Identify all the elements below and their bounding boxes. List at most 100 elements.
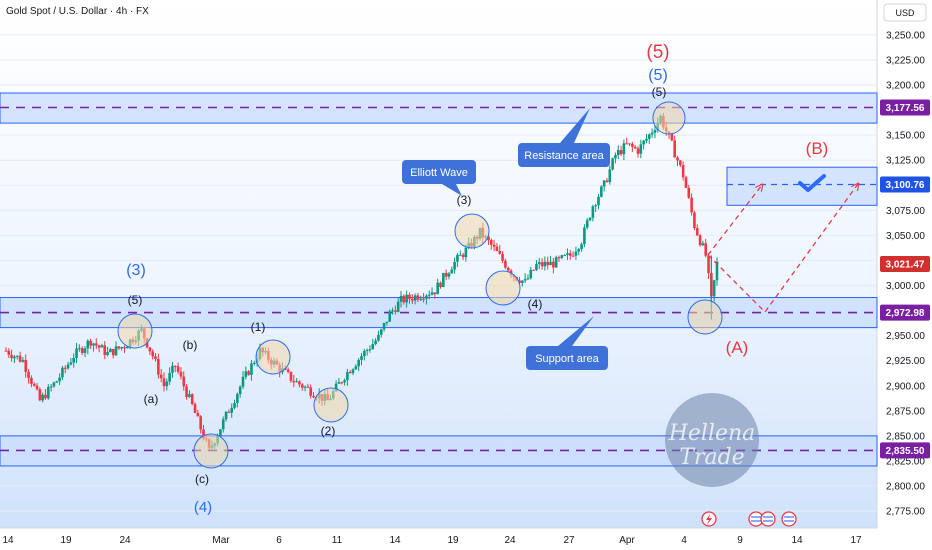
candle [86, 339, 90, 355]
candle [410, 294, 414, 304]
candle [199, 415, 202, 434]
time-scale-background [0, 528, 877, 550]
candle [168, 367, 171, 385]
candle [171, 361, 174, 378]
candle [458, 250, 462, 256]
candle [498, 245, 502, 255]
candle [628, 143, 631, 146]
candle [597, 194, 600, 210]
candle [647, 133, 651, 144]
marker-wave-5-top [652, 101, 686, 135]
candle [360, 352, 363, 366]
candle [38, 387, 42, 402]
candle [391, 307, 394, 315]
time-tick-label: 19 [447, 535, 459, 546]
price-tag-label: 2,835.50 [886, 446, 925, 457]
candle [72, 353, 76, 368]
candle [450, 266, 454, 274]
candle [427, 290, 431, 300]
candle [15, 355, 19, 360]
time-tick-label: 14 [389, 535, 401, 546]
wave-b-label: (b) [183, 338, 198, 352]
candle [179, 367, 183, 380]
price-tick-label: 3,075.00 [886, 206, 925, 217]
wave-a-label: (a) [144, 392, 159, 406]
wave-2-label: (2) [321, 424, 336, 438]
wave-B-label: (B) [806, 139, 829, 158]
candle [49, 383, 53, 392]
candle [549, 255, 552, 266]
candle [636, 146, 640, 158]
candle [286, 367, 290, 374]
candle [219, 429, 222, 437]
candle [676, 155, 679, 167]
time-tick-label: 9 [737, 535, 743, 546]
candle [715, 257, 719, 286]
us-flag-event-icon-2[interactable] [760, 511, 776, 527]
candle [44, 389, 47, 400]
currency-button[interactable] [883, 3, 927, 22]
candle [679, 159, 682, 168]
marker-left-5 [117, 313, 153, 349]
price-tick-label: 2,800.00 [886, 482, 925, 493]
price-tags: 3,177.56 3,100.76 3,021.47 2,972.98 2,835.50 [880, 99, 930, 459]
us-flag-event-icon-3[interactable] [781, 511, 797, 527]
candle [554, 255, 558, 268]
price-tag-label: 3,177.56 [886, 103, 925, 114]
candle [80, 346, 84, 356]
candle [18, 351, 22, 363]
candle [224, 411, 228, 422]
candle [540, 258, 544, 270]
candle [252, 360, 256, 366]
candle [633, 145, 637, 150]
candle [100, 343, 104, 348]
candle [227, 409, 231, 413]
candle [535, 260, 538, 272]
candle [190, 393, 194, 406]
candle [447, 271, 451, 280]
wave-1-label: (1) [251, 320, 266, 334]
resistance-callout: Resistance area [518, 108, 610, 167]
candle [577, 247, 581, 256]
candle [580, 242, 583, 252]
price-tick-label: 2,825.00 [886, 456, 925, 467]
candle [52, 381, 56, 388]
candle [159, 369, 163, 383]
candle [346, 368, 349, 386]
candle [492, 239, 496, 252]
candle [684, 175, 688, 189]
marker-wave-3 [454, 213, 490, 249]
candle [292, 374, 296, 388]
support-label: Support area [535, 353, 599, 365]
candle [157, 353, 160, 379]
candle [673, 135, 676, 158]
candle [504, 258, 507, 270]
candle [58, 373, 61, 386]
projection-path [707, 184, 858, 313]
candle [7, 348, 11, 358]
candle [537, 257, 541, 270]
candle [690, 193, 693, 216]
candle [639, 139, 643, 159]
candle [552, 257, 555, 274]
candle [642, 139, 645, 150]
candle [405, 290, 408, 308]
candle [312, 392, 315, 399]
candle [653, 125, 657, 139]
candle [154, 353, 157, 362]
candle [348, 369, 352, 374]
candle [439, 281, 442, 289]
candle [425, 294, 428, 305]
time-axis[interactable]: 14 19 24 Mar 6 11 14 19 24 27 Apr 4 9 14 17 [2, 535, 862, 546]
candle [30, 375, 33, 388]
wave-A-label: (A) [726, 338, 749, 357]
price-tick-label: 3,200.00 [886, 81, 925, 92]
candle [78, 344, 81, 352]
candle [619, 145, 623, 156]
candle [309, 384, 313, 399]
candle [591, 204, 595, 222]
price-tick-label: 3,225.00 [886, 55, 925, 66]
candle [41, 392, 44, 403]
